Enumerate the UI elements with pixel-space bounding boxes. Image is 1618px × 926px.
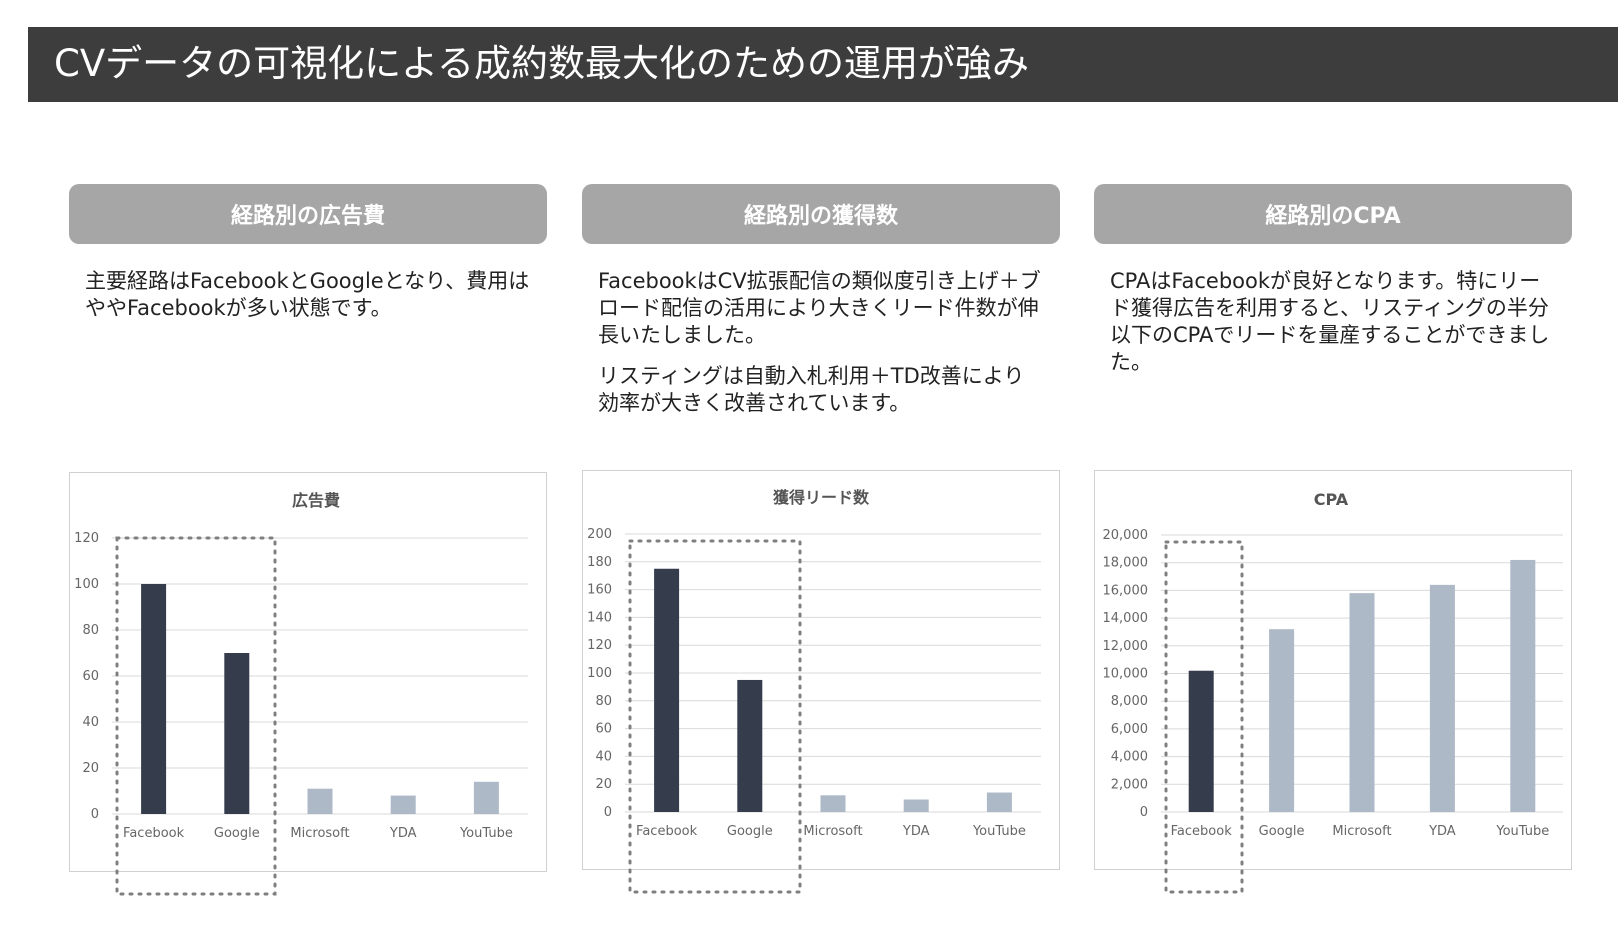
x-category-label: Google	[727, 824, 773, 839]
column-description: CPAはFacebookが良好となります。特にリード獲得広告を利用すると、リステ…	[1110, 268, 1556, 376]
x-category-label: YouTube	[972, 824, 1026, 839]
chart-svg: CPA 0 2,000 4,000 6,000 8,000 10,000 12,000 14,…	[1103, 490, 1563, 894]
x-category-label: Google	[1259, 824, 1305, 839]
y-tick-label: 100	[74, 577, 99, 592]
x-category-label: Microsoft	[1332, 824, 1391, 839]
description-paragraph: 主要経路はFacebookとGoogleとなり、費用はややFacebookが多い…	[85, 269, 530, 320]
column-ad-cost: 経路別の広告費 主要経路はFacebookとGoogleとなり、費用はややFac…	[69, 184, 547, 336]
y-tick-label: 18,000	[1103, 556, 1149, 571]
y-tick-label: 2,000	[1111, 777, 1148, 792]
y-tick-label: 80	[82, 623, 99, 638]
y-tick-label: 20	[595, 777, 612, 792]
description-paragraph: リスティングは自動入札利用＋TD改善により効率が大きく改善されています。	[598, 364, 1025, 415]
y-tick-label: 180	[587, 555, 612, 570]
y-tick-label: 120	[587, 638, 612, 653]
x-category-label: Facebook	[123, 826, 185, 841]
column-heading: 経路別の広告費	[69, 184, 547, 244]
bar-microsoft	[1349, 593, 1375, 812]
y-tick-label: 8,000	[1111, 694, 1148, 709]
title-bar: CVデータの可視化による成約数最大化のための運用が強み	[28, 27, 1618, 102]
y-tick-label: 10,000	[1103, 667, 1149, 682]
y-tick-label: 40	[82, 715, 99, 730]
x-category-label: Google	[214, 826, 260, 841]
bar-youtube	[986, 792, 1012, 812]
x-category-label: YouTube	[1495, 824, 1549, 839]
column-description: 主要経路はFacebookとGoogleとなり、費用はややFacebookが多い…	[85, 268, 531, 322]
y-tick-label: 100	[587, 666, 612, 681]
chart-title: 獲得リード数	[773, 488, 870, 507]
x-category-label: YDA	[902, 824, 930, 839]
bar-facebook	[1188, 670, 1214, 812]
chart-cpa: CPA 0 2,000 4,000 6,000 8,000 10,000 12,000 14,…	[1094, 470, 1572, 894]
chart-svg: 広告費 0 20 40 60 80 100 120 Facebook Google Microso…	[74, 491, 528, 896]
bar-google	[224, 653, 250, 814]
highlight-dotted-box	[115, 536, 277, 896]
y-tick-label: 14,000	[1103, 611, 1149, 626]
y-tick-label: 0	[604, 805, 612, 820]
description-paragraph: CPAはFacebookが良好となります。特にリード獲得広告を利用すると、リステ…	[1110, 269, 1550, 374]
y-tick-label: 80	[595, 694, 612, 709]
chart-leads: 獲得リード数 0 20 40 60 80 100 120 140 160 180 200 Facebo…	[582, 470, 1060, 894]
bar-google	[1269, 629, 1295, 812]
bar-yda	[903, 799, 929, 812]
page-title: CVデータの可視化による成約数最大化のための運用が強み	[54, 42, 1030, 85]
bar-youtube	[473, 781, 499, 814]
column-cpa: 経路別のCPA CPAはFacebookが良好となります。特にリード獲得広告を利…	[1094, 184, 1572, 390]
bar-microsoft	[820, 795, 846, 812]
highlight-dotted-box	[1164, 540, 1244, 894]
y-tick-label: 120	[74, 531, 99, 546]
bar-yda	[390, 795, 416, 814]
y-tick-label: 140	[587, 610, 612, 625]
y-tick-label: 0	[91, 807, 99, 822]
bar-youtube	[1510, 559, 1536, 812]
column-heading: 経路別のCPA	[1094, 184, 1572, 244]
column-description: FacebookはCV拡張配信の類似度引き上げ＋ブロード配信の活用により大きくリ…	[598, 268, 1044, 417]
x-category-label: YDA	[389, 826, 417, 841]
y-tick-label: 160	[587, 583, 612, 598]
column-heading: 経路別の獲得数	[582, 184, 1060, 244]
x-category-label: Facebook	[636, 824, 698, 839]
description-paragraph: FacebookはCV拡張配信の類似度引き上げ＋ブロード配信の活用により大きくリ…	[598, 269, 1041, 347]
y-tick-label: 6,000	[1111, 722, 1148, 737]
bar-facebook	[141, 584, 167, 814]
bar-google	[737, 679, 763, 812]
chart-title: CPA	[1314, 490, 1349, 509]
y-tick-label: 60	[595, 722, 612, 737]
chart-title: 広告費	[292, 491, 340, 510]
highlight-dotted-box	[628, 539, 802, 894]
bar-microsoft	[307, 788, 333, 814]
y-tick-label: 4,000	[1111, 750, 1148, 765]
column-acquisitions: 経路別の獲得数 FacebookはCV拡張配信の類似度引き上げ＋ブロード配信の活…	[582, 184, 1060, 431]
y-tick-label: 16,000	[1103, 583, 1149, 598]
y-tick-label: 20,000	[1103, 528, 1149, 543]
chart-svg: 獲得リード数 0 20 40 60 80 100 120 140 160 180 200 Facebo…	[587, 488, 1041, 894]
x-category-label: Microsoft	[290, 826, 349, 841]
x-category-label: Facebook	[1171, 824, 1233, 839]
y-tick-label: 200	[587, 527, 612, 542]
x-category-label: YouTube	[459, 826, 513, 841]
y-tick-label: 40	[595, 749, 612, 764]
y-tick-label: 12,000	[1103, 639, 1149, 654]
bar-yda	[1429, 584, 1455, 812]
bar-facebook	[654, 568, 680, 812]
chart-ad-cost: 広告費 0 20 40 60 80 100 120 Facebook Google Microso…	[69, 472, 547, 896]
y-tick-label: 20	[82, 761, 99, 776]
y-tick-label: 0	[1140, 805, 1148, 820]
y-tick-label: 60	[82, 669, 99, 684]
x-category-label: Microsoft	[803, 824, 862, 839]
x-category-label: YDA	[1428, 824, 1456, 839]
